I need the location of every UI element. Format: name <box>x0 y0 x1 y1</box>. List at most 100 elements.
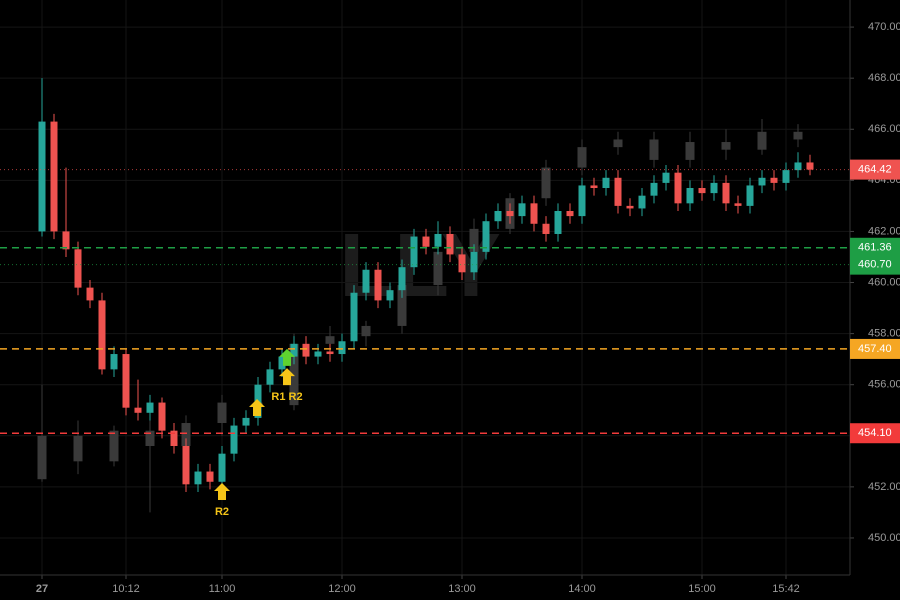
candle-body <box>721 142 731 150</box>
candle-body <box>590 185 598 189</box>
candle-body <box>518 203 526 217</box>
y-tick-label: 452.00 <box>868 481 900 493</box>
x-tick-label: 11:00 <box>209 583 236 595</box>
candle-body <box>422 236 430 247</box>
candle-body <box>181 423 191 447</box>
candle-body <box>397 285 407 326</box>
price-label: 457.40 <box>858 343 892 355</box>
candle-body <box>74 249 82 288</box>
candle-body <box>194 471 202 485</box>
candle-body <box>734 203 742 206</box>
candle-body <box>86 287 94 301</box>
candle-body <box>746 185 754 206</box>
signal-arrow <box>214 483 230 501</box>
candle-body <box>325 336 335 344</box>
candle-body <box>122 354 130 408</box>
candle-body <box>146 402 154 413</box>
candle-body <box>73 435 83 462</box>
candle-body <box>770 177 778 183</box>
price-label: 460.70 <box>858 259 892 271</box>
candle-body <box>314 351 322 357</box>
candle-body <box>566 210 574 217</box>
candle-body <box>182 446 190 485</box>
y-tick-label: 450.00 <box>868 532 900 544</box>
candle-body <box>110 354 118 370</box>
candle-body <box>626 205 634 209</box>
candle-body <box>470 251 478 273</box>
candle-body <box>206 471 214 482</box>
signal-arrow <box>279 348 295 366</box>
price-label-box <box>850 423 900 444</box>
price-label-box <box>850 237 900 258</box>
price-label: 454.10 <box>858 427 892 439</box>
candle-body <box>469 228 479 252</box>
x-tick-label: 13:00 <box>448 583 476 595</box>
y-tick-label: 466.00 <box>868 123 900 135</box>
candle-body <box>650 182 658 196</box>
x-tick-label: 15:42 <box>772 583 800 595</box>
candle-body <box>782 170 790 183</box>
candle-body <box>62 231 70 250</box>
candle-body <box>794 162 802 171</box>
y-tick-label: 470.00 <box>868 21 900 33</box>
candle-body <box>134 407 142 413</box>
candle-body <box>542 223 550 234</box>
candle-body <box>338 341 346 355</box>
x-tick-label: 10:12 <box>112 583 140 595</box>
candle-body <box>446 233 454 255</box>
candle-body <box>410 236 418 268</box>
candle-body <box>266 369 274 385</box>
y-tick-label: 460.00 <box>868 276 900 288</box>
candle-body <box>145 430 155 447</box>
x-tick-label: 14:00 <box>568 583 596 595</box>
candle-body <box>109 430 119 462</box>
price-label-box <box>850 159 900 180</box>
candle-body <box>554 210 562 234</box>
candle-body <box>98 300 106 370</box>
candle-body <box>722 182 730 204</box>
candle-body <box>649 139 659 160</box>
candle-body <box>685 142 695 160</box>
candle-body <box>638 195 646 209</box>
candle-body <box>458 254 466 273</box>
candle-body <box>530 203 538 224</box>
candle-body <box>614 177 622 206</box>
price-label-box <box>850 254 900 275</box>
candle-body <box>218 453 226 482</box>
candle-body <box>482 221 490 252</box>
candle-body <box>398 267 406 291</box>
candle-body <box>386 290 394 301</box>
candle-body <box>757 131 767 150</box>
candle-body <box>433 251 443 286</box>
signal-label: R2 <box>215 506 229 518</box>
candle-body <box>541 167 551 199</box>
candle-body <box>698 188 706 194</box>
candle-body <box>37 435 47 480</box>
candle-body <box>289 343 299 406</box>
candle-body <box>326 351 334 355</box>
candle-body <box>613 139 623 148</box>
candle-body <box>710 182 718 194</box>
candle-body <box>577 147 587 168</box>
candle-body <box>278 356 286 370</box>
y-tick-label: 456.00 <box>868 379 900 391</box>
candle-body <box>50 121 58 232</box>
candle-body <box>686 188 694 204</box>
price-label: 461.36 <box>858 242 892 254</box>
y-tick-label: 462.00 <box>868 225 900 237</box>
candle-body <box>230 425 238 454</box>
signal-arrow <box>279 368 295 386</box>
candle-body <box>434 233 442 247</box>
candle-body <box>302 343 310 357</box>
price-label-box <box>850 338 900 359</box>
x-tick-label: 27 <box>36 583 48 595</box>
candle-body <box>242 417 250 426</box>
candle-body <box>158 402 166 431</box>
candle-body <box>662 172 670 183</box>
x-tick-label: 15:00 <box>688 583 716 595</box>
price-label: 464.42 <box>858 164 892 176</box>
candle-body <box>506 210 514 217</box>
candle-body <box>38 121 46 232</box>
y-tick-label: 468.00 <box>868 72 900 84</box>
